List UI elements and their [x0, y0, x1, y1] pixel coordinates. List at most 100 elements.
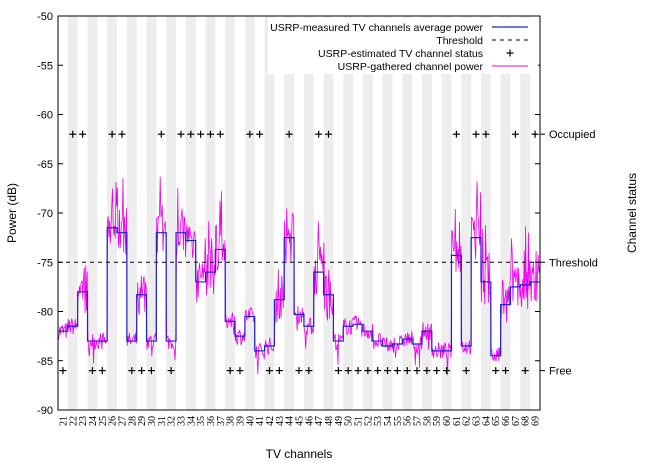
x-tick-label: 32	[167, 416, 178, 426]
status-marker	[462, 367, 470, 375]
status-marker	[88, 367, 96, 375]
channel-band	[185, 16, 196, 410]
channel-band	[480, 16, 491, 410]
status-marker	[521, 367, 529, 375]
y-tick-label: -50	[37, 11, 53, 23]
right-tick-label: Free	[549, 366, 572, 378]
channel-band	[87, 16, 98, 410]
channel-band	[402, 16, 413, 410]
channel-band	[225, 16, 236, 410]
x-tick-label: 42	[265, 416, 276, 426]
x-tick-label: 63	[472, 416, 483, 426]
status-marker	[167, 367, 175, 375]
legend-keys	[492, 26, 528, 67]
status-marker	[157, 130, 165, 138]
status-marker	[325, 130, 333, 138]
status-marker	[118, 130, 126, 138]
average-power-series	[58, 227, 540, 357]
channel-band	[146, 16, 157, 410]
channel-band	[264, 16, 275, 410]
y-tick-label: -75	[37, 257, 53, 269]
legend-label-average-power: USRP-measured TV channels average power	[270, 22, 483, 34]
x-tick-label: 29	[137, 416, 148, 426]
y-tick-label: -85	[37, 356, 53, 368]
channel-band	[205, 16, 216, 410]
status-marker	[374, 367, 382, 375]
channel-band	[126, 16, 137, 410]
status-marker	[482, 130, 490, 138]
x-tick-label: 43	[275, 416, 286, 426]
channel-band	[244, 16, 255, 410]
right-tick-label: Threshold	[549, 257, 598, 269]
legend: USRP-measured TV channels average power …	[268, 18, 538, 74]
status-marker	[197, 130, 205, 138]
x-tick-label: 69	[531, 416, 542, 426]
x-tick-label: 21	[58, 416, 69, 426]
x-tick-label: 40	[245, 416, 256, 426]
x-tick-label: 64	[481, 416, 492, 426]
x-tick-label: 37	[216, 416, 227, 426]
status-marker	[177, 130, 185, 138]
status-marker	[256, 130, 264, 138]
y-axis-label: Power (dB)	[5, 183, 19, 243]
channel-band	[362, 16, 373, 410]
channel-band	[166, 16, 177, 410]
x-tick-label: 44	[285, 416, 296, 426]
x-tick-label: 41	[255, 416, 266, 426]
status-marker	[79, 130, 87, 138]
channel-band	[382, 16, 393, 410]
x-tick-label: 25	[98, 416, 109, 426]
status-marker	[403, 367, 411, 375]
status-marker	[334, 367, 342, 375]
y-tick-label: -55	[37, 60, 53, 72]
status-marker	[531, 130, 539, 138]
legend-key-channel-status	[506, 49, 514, 57]
status-marker	[295, 367, 303, 375]
x-tick-label: 46	[304, 416, 315, 426]
x-tick-label: 35	[196, 416, 207, 426]
legend-label-threshold: Threshold	[436, 35, 483, 47]
gathered-power-line	[58, 176, 540, 376]
status-marker	[187, 130, 195, 138]
status-marker	[285, 130, 293, 138]
channel-band	[107, 16, 118, 410]
x-tick-label: 24	[88, 416, 99, 426]
gathered-power-series	[58, 176, 540, 376]
channel-band	[421, 16, 432, 410]
x-tick-label: 67	[511, 416, 522, 426]
status-marker	[226, 367, 234, 375]
status-marker	[443, 367, 451, 375]
y-tick-label: -80	[37, 307, 53, 319]
x-tick-label: 56	[403, 416, 414, 426]
legend-label-gathered-power: USRP-gathered channel power	[338, 61, 484, 73]
x-tick-label: 65	[491, 416, 502, 426]
x-axis-label: TV channels	[266, 447, 333, 461]
x-axis-ticks: 2122232425262728293031323334353637383940…	[58, 416, 541, 426]
channel-band	[343, 16, 354, 410]
x-tick-label: 28	[127, 416, 138, 426]
status-marker	[128, 367, 136, 375]
x-tick-label: 23	[78, 416, 89, 426]
x-tick-label: 45	[295, 416, 306, 426]
x-tick-label: 26	[108, 416, 119, 426]
right-tick-label: Occupied	[549, 129, 595, 141]
right-axis-label: Channel status	[625, 173, 639, 253]
y-tick-label: -65	[37, 159, 53, 171]
status-marker	[216, 130, 224, 138]
x-tick-label: 34	[186, 416, 197, 426]
status-marker	[384, 367, 392, 375]
y-tick-label: -60	[37, 110, 53, 122]
x-tick-label: 57	[413, 416, 424, 426]
y-tick-label: -70	[37, 208, 53, 220]
status-marker	[275, 367, 283, 375]
status-marker	[413, 367, 421, 375]
status-marker	[59, 367, 67, 375]
status-marker	[108, 130, 116, 138]
channel-band	[303, 16, 314, 410]
x-tick-label: 55	[393, 416, 404, 426]
channel-band	[67, 16, 78, 410]
status-marker	[364, 367, 372, 375]
status-marker	[98, 367, 106, 375]
x-tick-label: 54	[383, 416, 394, 426]
